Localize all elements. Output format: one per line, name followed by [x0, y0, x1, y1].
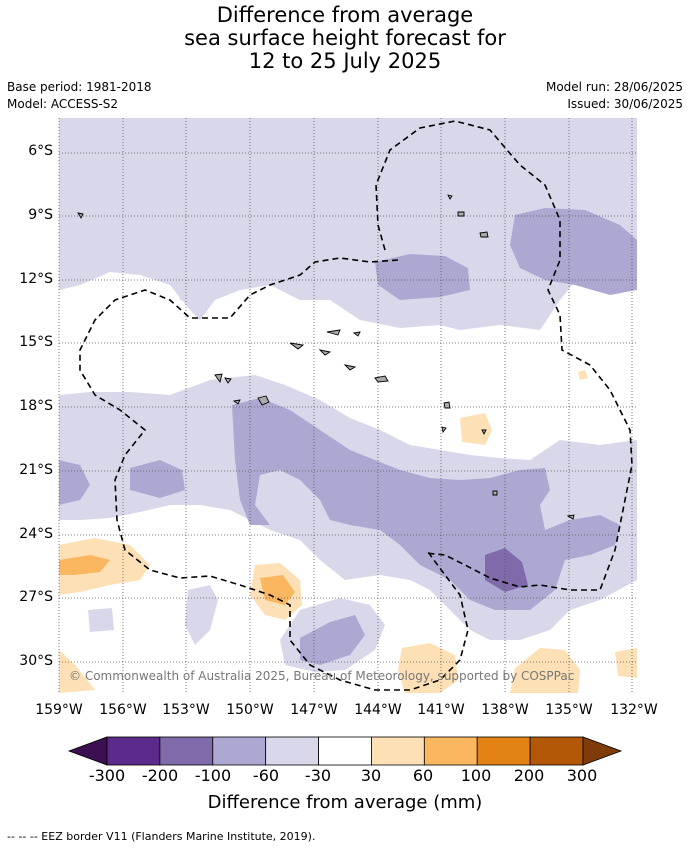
colorbar-segment: [529, 736, 584, 766]
islands: [77, 194, 575, 520]
island: [374, 375, 389, 383]
island: [481, 429, 487, 436]
anomaly-region-southwest: [185, 585, 218, 645]
island: [318, 349, 332, 356]
lon-label: 132°W: [610, 702, 658, 718]
island: [457, 211, 465, 217]
positive-west-core: [59, 555, 110, 575]
eez-border-french-polynesia: [79, 257, 469, 691]
lat-label: 24°S: [19, 526, 53, 542]
map-credit: © Commonwealth of Australia 2025, Bureau…: [69, 669, 575, 683]
island: [479, 231, 489, 238]
meta-left: Base period: 1981-2018 Model: ACCESS-S2: [7, 79, 152, 113]
colorbar-segment: [159, 736, 214, 766]
title-line-2: sea surface height forecast for: [184, 26, 506, 50]
colorbar-label: 60: [412, 766, 434, 785]
lat-label: 12°S: [19, 271, 53, 287]
title-line-3: 12 to 25 July 2025: [248, 49, 442, 73]
lat-label: 9°S: [28, 207, 53, 223]
positive-south-2: [510, 648, 580, 693]
lon-label: 147°W: [290, 702, 338, 718]
lon-label: 156°W: [99, 702, 147, 718]
island: [447, 194, 453, 200]
anomaly-strong-center: [485, 548, 528, 592]
colorbar-segment: [476, 736, 531, 766]
colorbar-label: -60: [252, 766, 280, 785]
colorbar-label: 30: [360, 766, 382, 785]
island: [326, 329, 341, 336]
eez-border-kiribati: [375, 120, 633, 591]
positive-south-3: [615, 648, 637, 678]
colorbar-label: -30: [304, 766, 332, 785]
lon-label: 159°W: [35, 702, 83, 718]
colorbar-title: Difference from average (mm): [207, 792, 483, 813]
colorbar-label: 300: [566, 766, 598, 785]
island: [257, 395, 270, 406]
lon-label: 135°W: [545, 702, 593, 718]
chart-title: Difference from average sea surface heig…: [0, 4, 690, 73]
island: [232, 399, 241, 405]
colorbar-segment: [106, 736, 161, 766]
island: [289, 342, 305, 350]
lat-label: 18°S: [19, 398, 53, 414]
lon-label: 153°W: [162, 702, 210, 718]
lat-label: 27°S: [19, 589, 53, 605]
anomaly-mid-east: [510, 208, 637, 295]
anomaly-shading: [59, 118, 637, 693]
lat-label: 21°S: [19, 462, 53, 478]
lon-label: 144°W: [354, 702, 402, 718]
colorbar-segment: [318, 736, 372, 766]
anomaly-mid-far-west: [59, 460, 90, 505]
colorbar-label: -300: [88, 766, 126, 785]
colorbar-segment: [423, 736, 478, 766]
colorbar-segment: [265, 736, 319, 766]
lon-label: 138°W: [481, 702, 529, 718]
colorbar-label: -100: [194, 766, 232, 785]
lat-label: 6°S: [28, 143, 53, 159]
positive-east-small: [460, 413, 492, 445]
island: [224, 377, 232, 384]
colorbar-segment: [212, 736, 267, 766]
positive-south-1: [398, 643, 458, 693]
island: [214, 373, 223, 384]
lat-label: 30°S: [19, 653, 53, 669]
lon-label: 141°W: [417, 702, 465, 718]
title-line-1: Difference from average: [216, 3, 474, 27]
colorbar-label: -200: [141, 766, 179, 785]
island: [352, 331, 361, 337]
island: [343, 364, 357, 371]
model-run: Model run: 28/06/2025: [545, 80, 683, 94]
anomaly-region-small: [88, 608, 114, 632]
anomaly-mid-north: [375, 254, 470, 300]
model-name: Model: ACCESS-S2: [7, 97, 119, 111]
eez-borders: [79, 120, 633, 691]
colorbar-label: 200: [513, 766, 545, 785]
eez-legend-footer: -- -- -- EEZ border V11 (Flanders Marine…: [7, 830, 316, 843]
meta-right: Model run: 28/06/2025 Issued: 30/06/2025: [546, 79, 683, 113]
island: [77, 212, 84, 219]
positive-east-tiny: [578, 370, 588, 380]
island: [441, 426, 447, 434]
lat-label: 15°S: [19, 334, 53, 350]
colorbar-arrow-right: [582, 736, 623, 766]
anomaly-region-north: [59, 118, 637, 330]
colorbar-arrow-left: [67, 736, 108, 766]
island: [443, 401, 451, 409]
colorbar-segment: [371, 736, 425, 766]
positive-southwest-corner: [59, 650, 95, 693]
anomaly-mid-central: [232, 398, 620, 610]
lon-label: 150°W: [226, 702, 274, 718]
anomaly-mid-south: [300, 615, 365, 665]
island: [492, 490, 498, 496]
island: [566, 514, 575, 520]
issued-date: Issued: 30/06/2025: [567, 97, 683, 111]
colorbar-label: 100: [460, 766, 492, 785]
base-period: Base period: 1981-2018: [7, 80, 152, 94]
colorbar: [67, 736, 623, 766]
anomaly-mid-west: [130, 460, 185, 498]
positive-south-central-core: [260, 575, 295, 605]
graticule: [58, 118, 637, 693]
